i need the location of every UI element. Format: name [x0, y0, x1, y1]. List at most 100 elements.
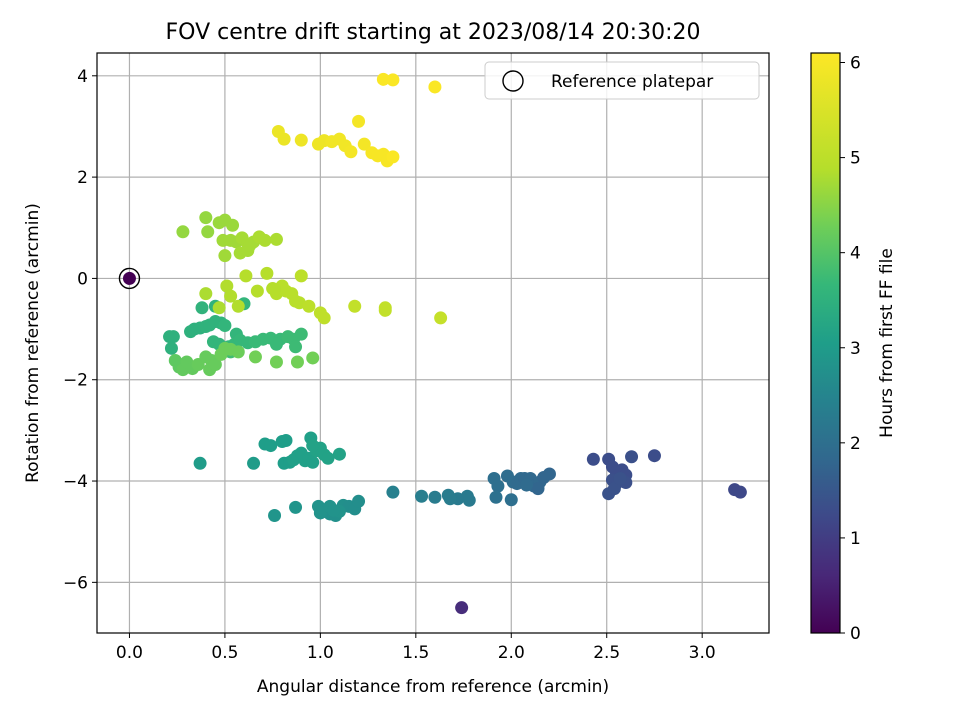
y-tick-label-0: −6 [63, 573, 88, 593]
data-point-33 [386, 485, 400, 499]
data-point-73 [321, 451, 335, 465]
data-point-58 [264, 439, 278, 453]
data-point-170 [294, 133, 308, 147]
data-point-30 [531, 482, 545, 496]
data-point-147 [434, 311, 448, 325]
legend: Reference platepar [484, 61, 760, 100]
data-point-56 [247, 456, 261, 470]
data-point-131 [250, 284, 264, 298]
data-point-185 [386, 73, 400, 87]
colorbar-tick-label-5: 5 [850, 149, 861, 169]
data-point-149 [176, 225, 190, 239]
plot-frame [96, 52, 770, 634]
data-point-39 [462, 493, 476, 507]
reference-marker-group [118, 267, 141, 290]
data-point-77 [166, 330, 180, 344]
data-point-16 [647, 449, 661, 463]
y-axis-title: Rotation from reference (arcmin) [23, 203, 43, 483]
legend-box [484, 61, 760, 100]
data-point-140 [294, 269, 308, 283]
x-tick-label-3: 1.5 [402, 643, 429, 663]
data-point-167 [243, 238, 257, 252]
data-point-122 [269, 355, 283, 369]
data-point-163 [269, 232, 283, 246]
y-tick-label-1: −4 [63, 472, 88, 492]
x-tick-label-5: 2.5 [593, 643, 620, 663]
data-point-54 [327, 503, 341, 517]
data-point-18 [491, 479, 505, 493]
colorbar-tick-label-4: 4 [850, 244, 861, 264]
data-point-74 [332, 447, 346, 461]
data-point-176 [344, 145, 358, 159]
data-point-60 [279, 434, 293, 448]
data-point-143 [317, 311, 331, 325]
legend-marker-reference [502, 70, 524, 92]
data-point-104 [269, 337, 283, 351]
data-point-29 [542, 467, 556, 481]
data-point-123 [290, 355, 304, 369]
colorbar-tick-label-6: 6 [850, 54, 861, 74]
legend-entry-reference: Reference platepar [551, 72, 713, 92]
colorbar-tick-label-1: 1 [850, 529, 861, 549]
data-point-141 [302, 299, 316, 313]
x-tick-label-4: 2.0 [498, 643, 525, 663]
colorbar-tick-label-2: 2 [850, 434, 861, 454]
data-point-127 [220, 279, 234, 293]
data-point-128 [224, 289, 238, 303]
data-point-48 [352, 494, 366, 508]
data-point-186 [428, 80, 442, 94]
data-point-183 [386, 150, 400, 164]
data-point-52 [268, 508, 282, 522]
x-tick-label-0: 0.0 [116, 643, 143, 663]
reference-platepar-marker [118, 267, 141, 290]
data-point-116 [208, 358, 222, 372]
data-point-151 [201, 225, 215, 239]
x-axis-title: Angular distance from reference (arcmin) [257, 677, 609, 697]
y-tick-label-5: 4 [77, 67, 88, 87]
data-point-124 [306, 351, 320, 365]
colorbar-tick-label-0: 0 [850, 624, 861, 644]
colorbar-gradient [810, 52, 841, 634]
data-point-103 [294, 327, 308, 341]
data-point-120 [231, 345, 245, 359]
data-point-121 [248, 350, 262, 364]
data-point-14 [607, 482, 621, 496]
y-tick-label-3: 0 [77, 269, 88, 289]
colorbar: 0 1 2 3 4 5 6 Hours from first FF file [810, 52, 897, 644]
data-point-132 [260, 266, 274, 280]
x-tick-label-2: 1.0 [307, 643, 334, 663]
x-axis: 0.0 0.5 1.0 1.5 2.0 2.5 3.0 [116, 633, 716, 663]
y-tick-label-2: −2 [63, 371, 88, 391]
data-point-0 [455, 601, 469, 615]
data-point-146 [378, 303, 392, 317]
data-point-78 [164, 341, 178, 355]
data-point-19 [489, 490, 503, 504]
data-point-40 [443, 492, 457, 506]
data-point-32 [520, 478, 534, 492]
data-point-51 [289, 500, 303, 514]
data-point-177 [352, 114, 366, 128]
data-point-164 [218, 249, 232, 263]
y-tick-label-4: 2 [77, 168, 88, 188]
data-point-34 [415, 489, 429, 503]
colorbar-title: Hours from first FF file [877, 248, 897, 438]
x-tick-label-6: 3.0 [689, 643, 716, 663]
data-points [163, 72, 747, 615]
data-point-178 [357, 137, 371, 151]
data-point-144 [348, 299, 362, 313]
colorbar-ticks: 0 1 2 3 4 5 6 [840, 54, 861, 644]
data-point-68 [306, 455, 320, 469]
data-point-154 [226, 218, 240, 232]
reference-point-fill [122, 271, 136, 285]
data-point-9 [625, 450, 639, 464]
data-point-184 [376, 72, 390, 86]
data-point-88 [218, 319, 232, 333]
data-point-84 [195, 301, 209, 315]
data-point-162 [258, 233, 272, 247]
data-point-126 [212, 301, 226, 315]
colorbar-tick-label-3: 3 [850, 339, 861, 359]
data-point-55 [193, 456, 207, 470]
data-point-50 [313, 506, 327, 520]
